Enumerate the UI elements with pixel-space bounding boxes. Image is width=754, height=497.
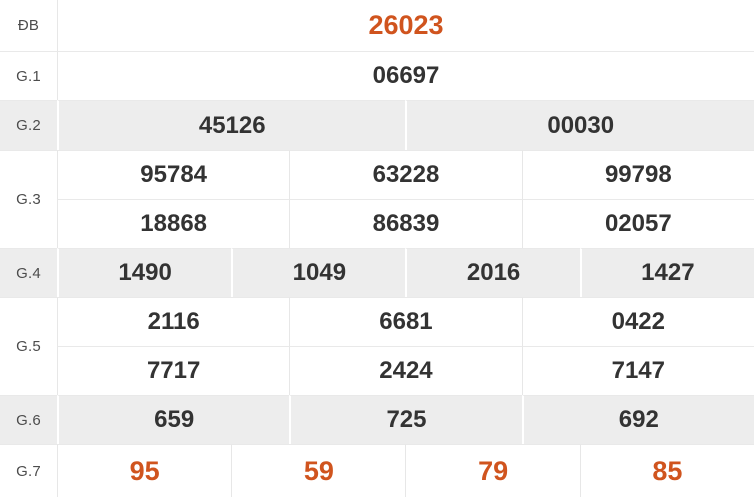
prize-row-g3-1: G.3 95784 63228 99798 [0,150,754,248]
prize-number-g5-6: 7147 [521,346,754,395]
prize-number-g5-1: 2116 [57,297,290,346]
prize-number-g5-2: 6681 [289,297,522,346]
prize-label-g4: G.4 [0,248,57,297]
prize-label-g5: G.5 [0,297,57,395]
prize-label-g6: G.6 [0,395,57,444]
prize-number-g3-1: 95784 [57,150,290,199]
prize-number-g6-1: 659 [57,395,290,444]
prize-number-g4-4: 1427 [579,248,754,297]
prize-number-g7-2: 59 [231,444,406,497]
prize-number-g7-1: 95 [57,444,232,497]
prize-number-g6-3: 692 [521,395,754,444]
prize-label-db: ĐB [0,0,57,51]
prize-number-g3-6: 02057 [521,199,754,248]
prize-row-g7: G.7 95 59 79 85 [0,444,754,497]
prize-label-g7: G.7 [0,444,57,497]
prize-number-g4-1: 1490 [57,248,232,297]
prize-number-g5-4: 7717 [57,346,290,395]
prize-label-g1: G.1 [0,51,57,100]
prize-number-g2-1: 45126 [57,100,406,150]
prize-row-g3-2: 18868 86839 02057 [0,199,754,248]
prize-number-g5-3: 0422 [521,297,754,346]
prize-row-g6: G.6 659 725 692 [0,395,754,444]
prize-row-g2: G.2 45126 00030 [0,100,754,150]
prize-number-db: 26023 [57,0,754,51]
prize-label-g2: G.2 [0,100,57,150]
prize-number-g5-5: 2424 [289,346,522,395]
prize-row-g5-1: G.5 2116 6681 0422 [0,297,754,395]
prize-number-g3-4: 18868 [57,199,290,248]
prize-number-g4-2: 1049 [231,248,406,297]
prize-row-g1: G.1 06697 [0,51,754,100]
prize-number-g1: 06697 [57,51,754,100]
prize-label-g3: G.3 [0,150,57,248]
prize-number-g7-4: 85 [579,444,754,497]
prize-number-g3-3: 99798 [521,150,754,199]
prize-row-db: ĐB 26023 [0,0,754,51]
prize-number-g3-5: 86839 [289,199,522,248]
prize-number-g2-2: 00030 [405,100,754,150]
prize-number-g7-3: 79 [405,444,580,497]
prize-row-g4: G.4 1490 1049 2016 1427 [0,248,754,297]
prize-number-g3-2: 63228 [289,150,522,199]
prize-number-g4-3: 2016 [405,248,580,297]
prize-number-g6-2: 725 [289,395,522,444]
prize-row-g5-2: 7717 2424 7147 [0,346,754,395]
